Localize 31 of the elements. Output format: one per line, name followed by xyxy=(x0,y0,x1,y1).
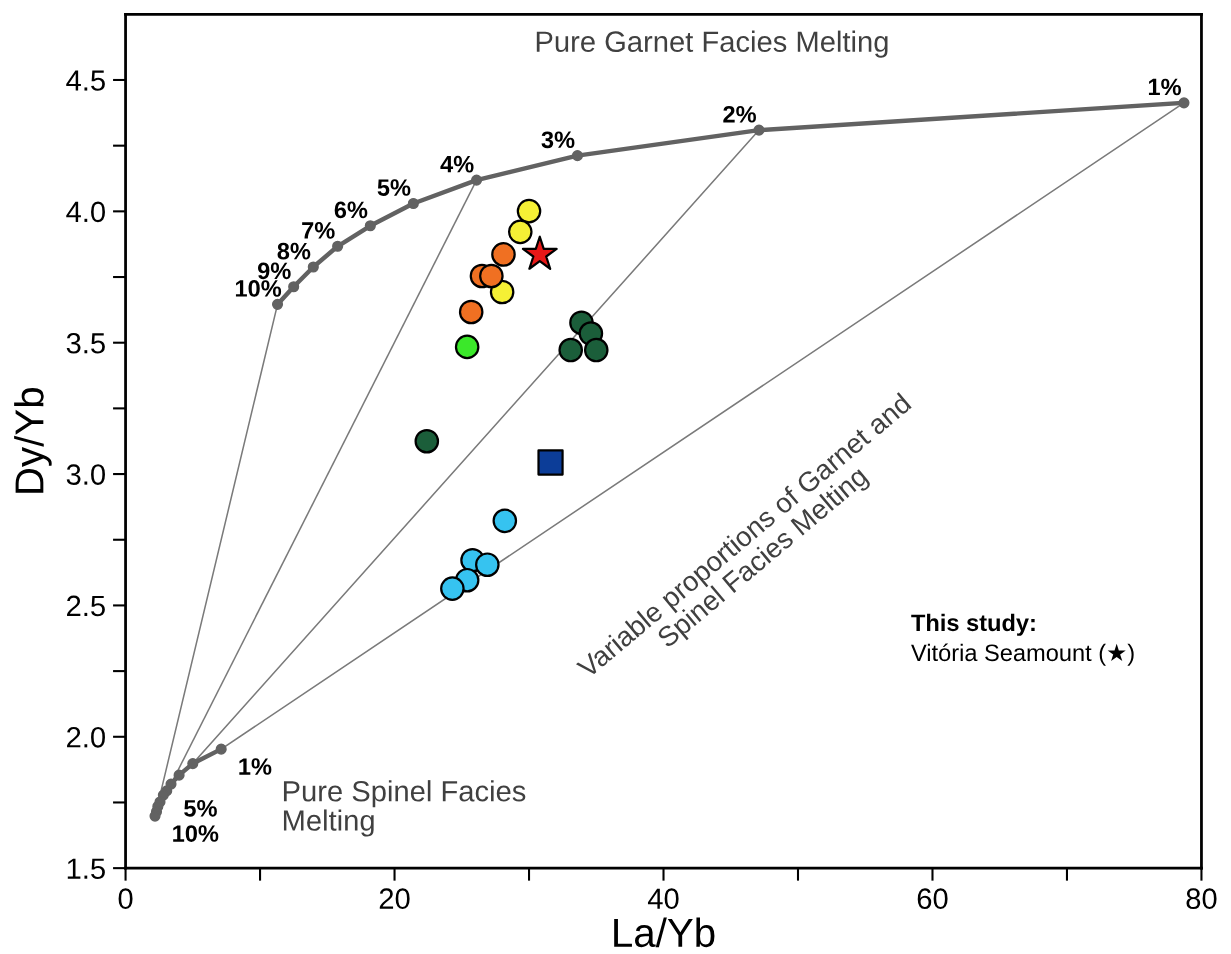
annotation: 2% xyxy=(723,105,756,123)
y-tick-label: 4.0 xyxy=(66,201,105,223)
y-tick-label: 4.5 xyxy=(66,70,105,91)
annotation: 10% xyxy=(235,280,282,297)
annotation: 9% xyxy=(257,262,291,280)
x-tick-label: 0 xyxy=(118,888,133,910)
x-tick-label: 40 xyxy=(647,888,679,910)
x-tick-label: 80 xyxy=(1186,888,1217,910)
y-axis-title: Dy/Yb xyxy=(14,388,52,493)
annotation: This study: xyxy=(911,613,1035,636)
annotation: 4% xyxy=(440,155,474,173)
annotation: 8% xyxy=(277,242,311,260)
annotation: 1% xyxy=(239,758,272,775)
x-tick-label: 60 xyxy=(917,888,948,910)
x-axis-title: La/Yb xyxy=(614,917,715,948)
annotation: 1% xyxy=(1148,78,1181,96)
annotation: 5% xyxy=(377,179,411,196)
y-tick-label: 3.5 xyxy=(66,332,105,354)
annotation: 10% xyxy=(173,825,219,842)
y-tick-label: 1.5 xyxy=(67,858,105,879)
annotation: Vitória Seamount (★) xyxy=(911,643,1134,666)
y-tick-label: 3.0 xyxy=(66,464,105,485)
y-tick-label: 2.0 xyxy=(67,726,105,748)
y-tick-label: 2.5 xyxy=(67,595,105,617)
annotation: 5% xyxy=(184,800,217,817)
annotation: Pure Garnet Facies Melting xyxy=(536,30,888,58)
annotation: 3% xyxy=(541,131,575,149)
x-tick-label: 20 xyxy=(379,888,410,910)
annotation: 6% xyxy=(334,201,368,219)
annotation: 7% xyxy=(302,222,335,239)
annotation: Pure Spinel Facies Melting xyxy=(283,780,526,837)
